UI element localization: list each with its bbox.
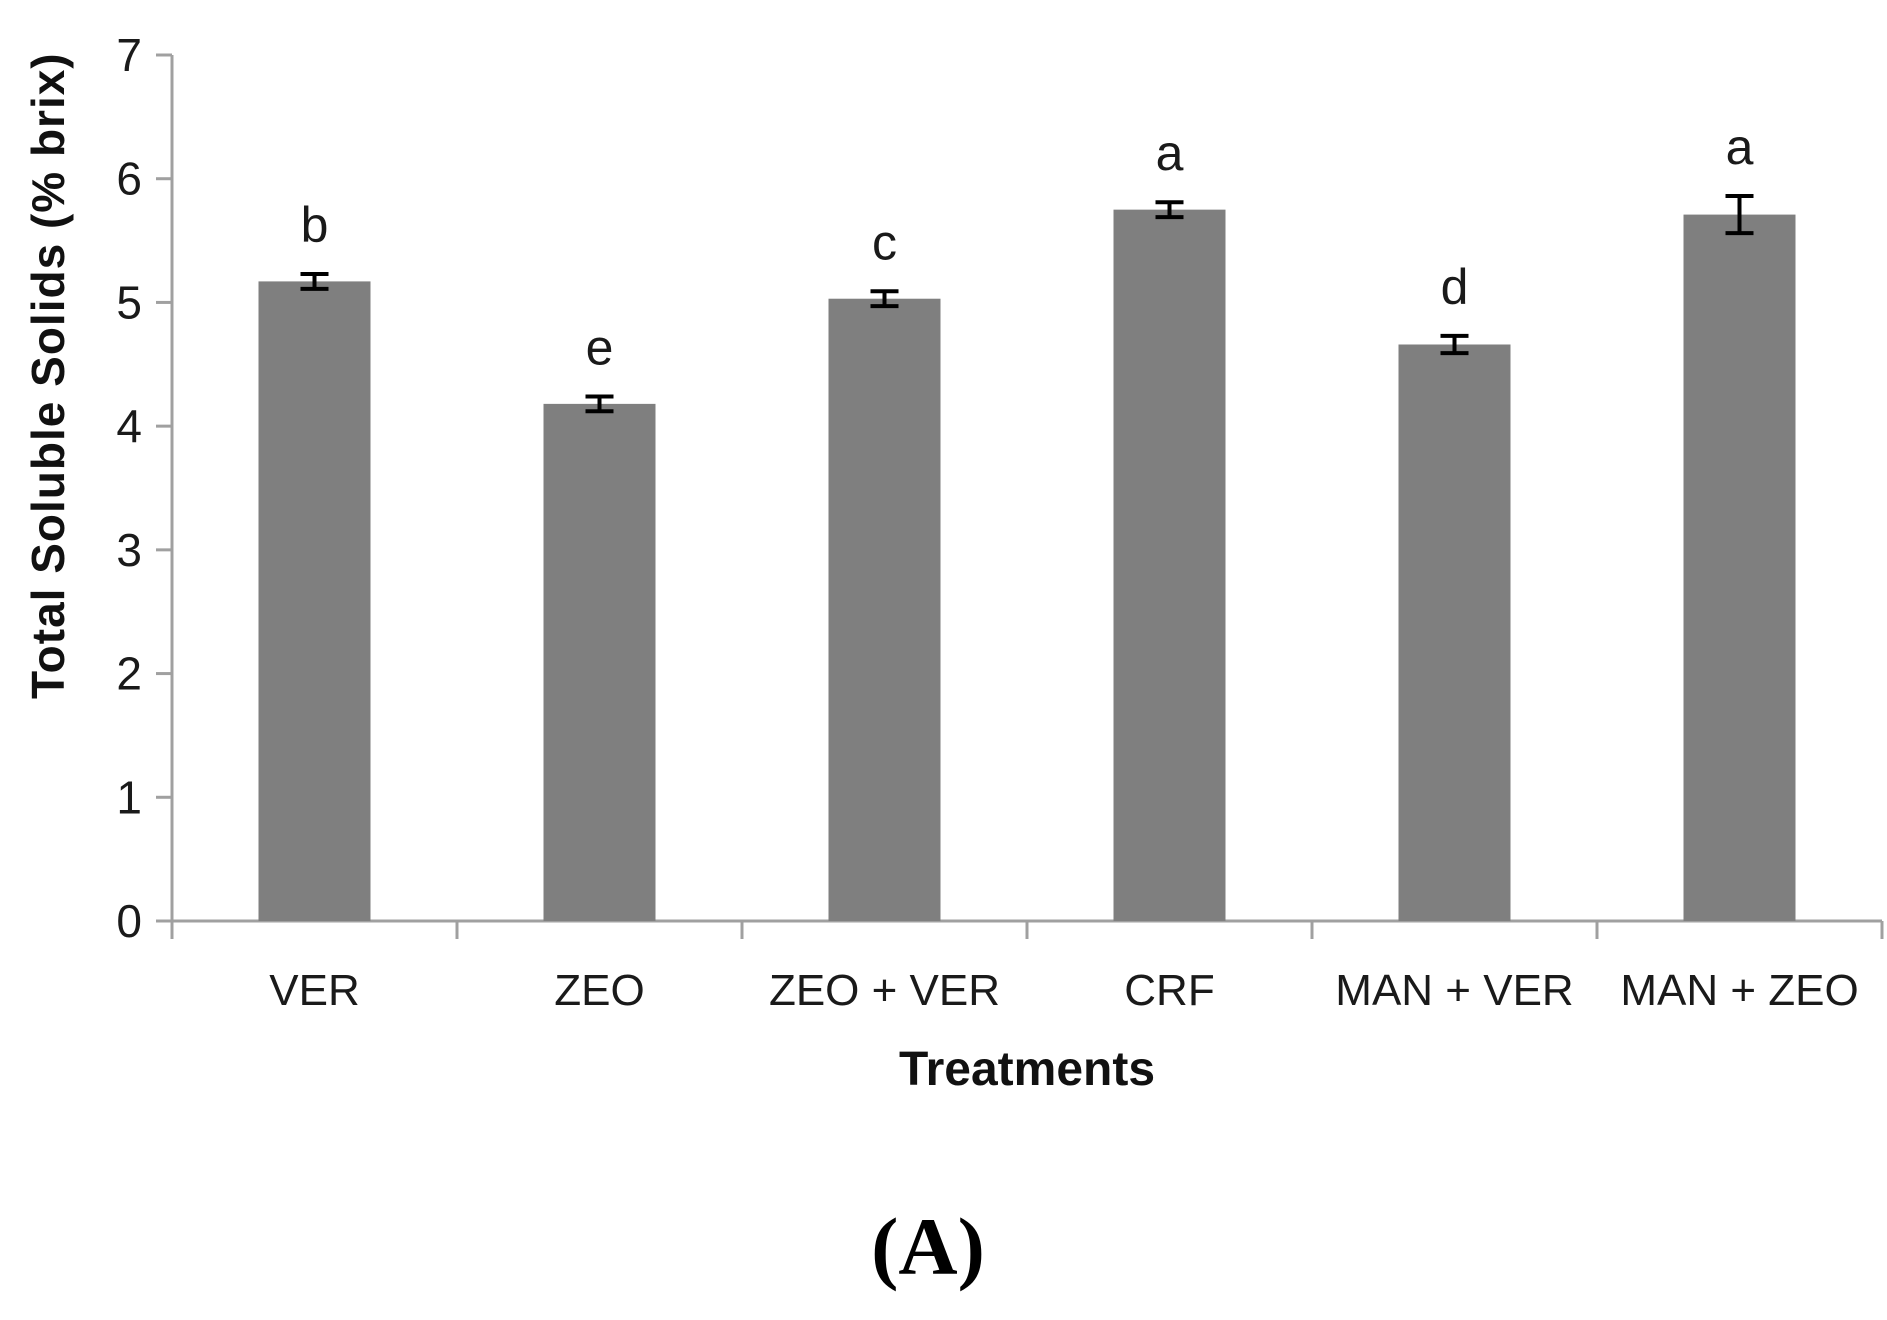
- y-tick-label: 0: [116, 895, 142, 947]
- significance-letter: d: [1441, 259, 1469, 315]
- bar-man-zeo: [1683, 214, 1796, 921]
- bar-man-ver: [1398, 344, 1511, 921]
- significance-letter: a: [1726, 119, 1754, 175]
- y-tick-label: 6: [116, 153, 142, 205]
- panel-caption: (A): [871, 1201, 985, 1292]
- y-tick-label: 1: [116, 771, 142, 823]
- significance-letter: a: [1156, 125, 1184, 181]
- y-axis-title: Total Soluble Solids (% brix): [22, 52, 74, 699]
- bar-crf: [1113, 209, 1226, 922]
- x-category-label: VER: [269, 966, 359, 1015]
- bar-ver: [258, 281, 371, 921]
- bar-zeo-ver: [828, 298, 941, 921]
- x-category-label: ZEO + VER: [769, 966, 1000, 1015]
- y-tick-label: 5: [116, 276, 142, 328]
- significance-letter: b: [301, 197, 329, 253]
- x-category-label: ZEO: [554, 966, 644, 1015]
- significance-letter: c: [872, 214, 897, 270]
- y-tick-label: 7: [116, 29, 142, 81]
- y-tick-label: 3: [116, 524, 142, 576]
- significance-letter: e: [586, 319, 614, 375]
- x-category-label: CRF: [1124, 966, 1214, 1015]
- bar-zeo: [543, 403, 656, 922]
- y-tick-label: 2: [116, 648, 142, 700]
- x-axis-title: Treatments: [898, 1043, 1156, 1096]
- y-tick-label: 4: [116, 400, 142, 452]
- x-category-label: MAN + VER: [1335, 966, 1573, 1015]
- x-category-label: MAN + ZEO: [1620, 966, 1858, 1015]
